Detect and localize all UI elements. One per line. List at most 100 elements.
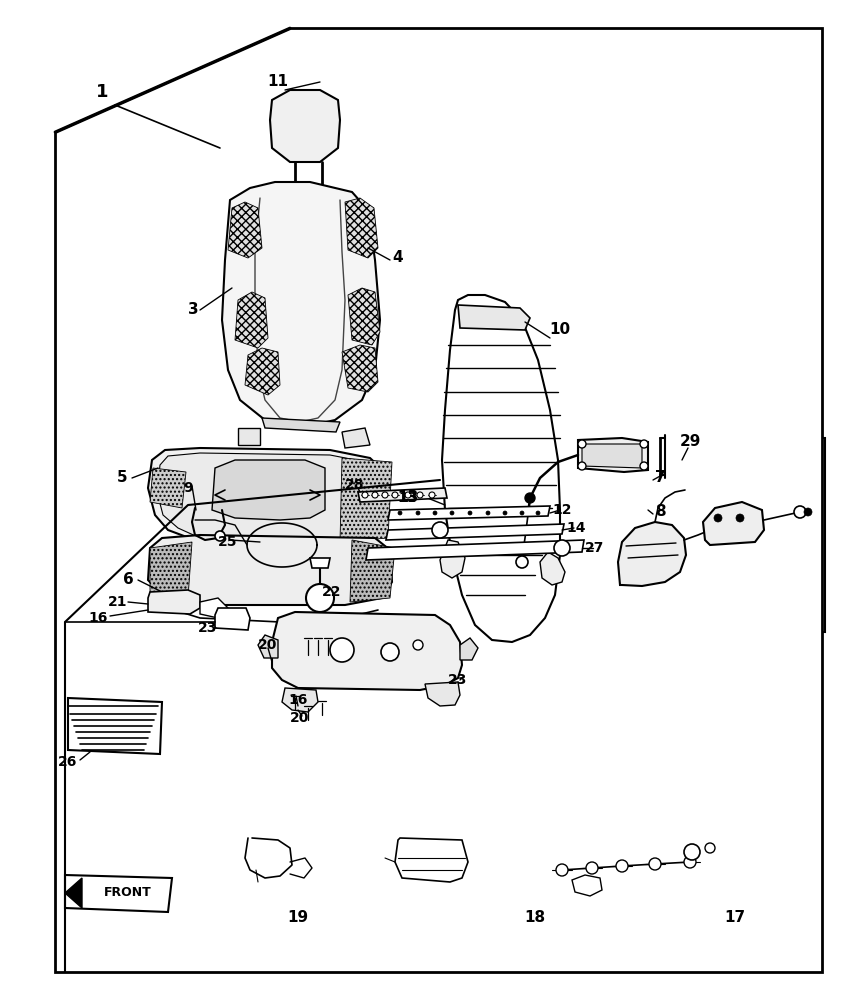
Circle shape — [215, 531, 225, 541]
Polygon shape — [148, 535, 392, 605]
Circle shape — [640, 462, 648, 470]
Text: 23: 23 — [449, 673, 468, 687]
Text: 16: 16 — [288, 693, 308, 707]
Polygon shape — [342, 345, 378, 392]
Polygon shape — [212, 460, 325, 520]
Polygon shape — [150, 468, 186, 508]
Polygon shape — [215, 608, 250, 630]
Text: 1: 1 — [96, 83, 109, 101]
Polygon shape — [540, 552, 565, 585]
Circle shape — [432, 522, 448, 538]
Circle shape — [684, 856, 696, 868]
Text: 10: 10 — [550, 322, 571, 338]
Circle shape — [554, 540, 570, 556]
Circle shape — [433, 511, 437, 515]
Circle shape — [468, 511, 472, 515]
Polygon shape — [388, 506, 550, 520]
Text: 29: 29 — [679, 434, 700, 450]
Circle shape — [330, 638, 354, 662]
Polygon shape — [395, 838, 468, 882]
Circle shape — [794, 506, 806, 518]
Text: 9: 9 — [183, 481, 192, 495]
Polygon shape — [235, 292, 268, 348]
Text: 23: 23 — [198, 621, 218, 635]
Circle shape — [578, 440, 586, 448]
Polygon shape — [582, 444, 642, 468]
Circle shape — [525, 493, 535, 503]
Text: 18: 18 — [524, 910, 545, 926]
Circle shape — [578, 462, 586, 470]
Circle shape — [405, 492, 411, 498]
Bar — [378, 820, 528, 912]
Polygon shape — [258, 635, 278, 658]
Polygon shape — [458, 305, 530, 330]
Text: 13: 13 — [398, 490, 419, 506]
Polygon shape — [65, 875, 172, 912]
Circle shape — [649, 858, 661, 870]
Circle shape — [586, 862, 598, 874]
Polygon shape — [222, 182, 380, 428]
Text: 11: 11 — [267, 75, 288, 90]
Polygon shape — [340, 458, 392, 542]
Text: 6: 6 — [123, 572, 133, 587]
Circle shape — [429, 492, 435, 498]
Circle shape — [450, 511, 454, 515]
Text: 17: 17 — [724, 910, 745, 926]
Polygon shape — [578, 438, 648, 472]
Polygon shape — [358, 488, 447, 502]
Text: 28: 28 — [345, 478, 365, 492]
Circle shape — [503, 511, 507, 515]
Circle shape — [381, 643, 399, 661]
Bar — [545, 812, 748, 912]
Text: 4: 4 — [393, 250, 404, 265]
Circle shape — [684, 844, 700, 860]
Text: 19: 19 — [287, 910, 309, 926]
Circle shape — [705, 843, 715, 853]
Polygon shape — [270, 90, 340, 162]
Circle shape — [520, 511, 524, 515]
Circle shape — [556, 864, 568, 876]
Text: 25: 25 — [218, 535, 237, 549]
Polygon shape — [228, 202, 262, 258]
Circle shape — [382, 492, 388, 498]
Polygon shape — [350, 540, 395, 602]
Text: 16: 16 — [88, 611, 108, 625]
Circle shape — [306, 584, 334, 612]
Circle shape — [736, 514, 744, 522]
Circle shape — [392, 492, 398, 498]
Text: FRONT: FRONT — [104, 886, 152, 900]
Text: 20: 20 — [259, 638, 277, 652]
Polygon shape — [703, 502, 764, 545]
Bar — [220, 820, 358, 912]
Polygon shape — [150, 542, 192, 598]
Circle shape — [640, 440, 648, 448]
Polygon shape — [366, 540, 584, 560]
Text: 7: 7 — [655, 471, 666, 486]
Polygon shape — [157, 453, 382, 540]
Circle shape — [413, 640, 423, 650]
Text: 13: 13 — [399, 491, 418, 505]
Polygon shape — [282, 688, 318, 712]
Polygon shape — [425, 682, 460, 706]
Polygon shape — [148, 590, 200, 614]
Text: 26: 26 — [59, 755, 78, 769]
Polygon shape — [345, 198, 378, 258]
Polygon shape — [342, 428, 370, 448]
Circle shape — [714, 514, 722, 522]
Polygon shape — [618, 522, 686, 586]
Polygon shape — [386, 524, 564, 540]
Circle shape — [417, 492, 423, 498]
Text: 21: 21 — [109, 595, 128, 609]
Polygon shape — [65, 878, 82, 908]
Text: 13: 13 — [398, 490, 419, 506]
Circle shape — [362, 492, 368, 498]
Circle shape — [398, 511, 402, 515]
Polygon shape — [262, 418, 340, 432]
Polygon shape — [348, 288, 380, 345]
Bar — [595, 438, 825, 632]
Text: 3: 3 — [187, 302, 198, 318]
Circle shape — [372, 492, 378, 498]
Polygon shape — [238, 428, 260, 445]
Polygon shape — [460, 638, 478, 660]
Polygon shape — [245, 348, 280, 395]
